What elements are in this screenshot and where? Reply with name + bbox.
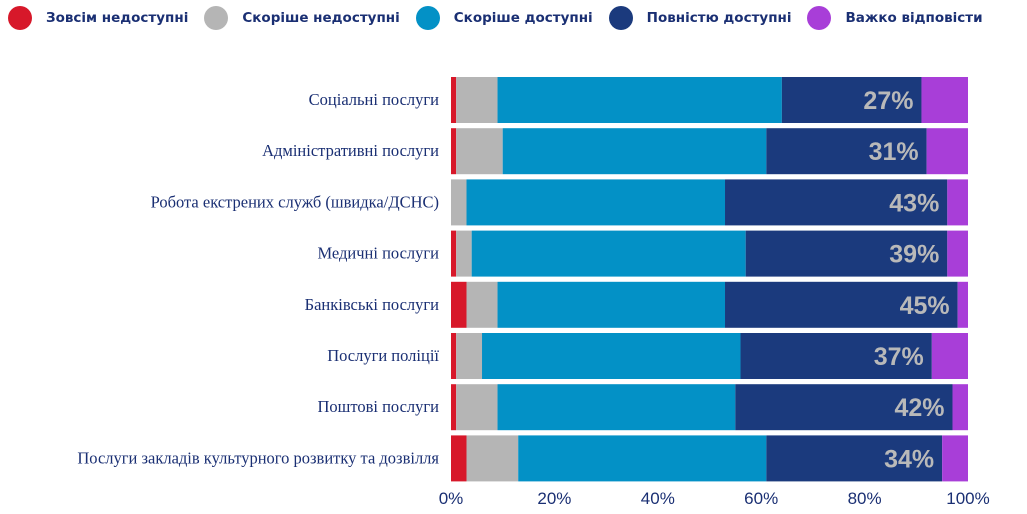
legend-item-not-accessible: Зовсім недоступні bbox=[8, 6, 188, 30]
bar-segment bbox=[781, 77, 922, 123]
bar-segment bbox=[745, 230, 948, 277]
legend-label-not-accessible: Зовсім недоступні bbox=[46, 10, 189, 26]
legend-label-rather-not-accessible: Скоріше недоступні bbox=[242, 10, 400, 26]
x-tick-label: 0% bbox=[439, 489, 464, 508]
category-label: Адміністративні послуги bbox=[262, 141, 439, 160]
category-label: Послуги закладів культурного розвитку та… bbox=[77, 448, 439, 467]
bar-segment bbox=[766, 435, 943, 482]
legend-swatch-rather-not-accessible bbox=[204, 6, 229, 30]
bar-segment bbox=[456, 128, 503, 175]
bar-segment bbox=[766, 128, 927, 175]
bar-segment bbox=[466, 179, 726, 226]
x-tick-label: 40% bbox=[641, 489, 675, 508]
bar-segment bbox=[957, 281, 968, 328]
bar-segment bbox=[518, 435, 767, 482]
bar-segment bbox=[725, 179, 948, 226]
bar-segment bbox=[451, 77, 457, 123]
legend-item-rather-accessible: Скоріше доступні bbox=[415, 6, 593, 30]
legend-label-hard-to-answer: Важко відповісти bbox=[845, 10, 983, 26]
bar-segment bbox=[456, 230, 472, 277]
bar-segment bbox=[456, 77, 498, 123]
legend-item-fully-accessible: Повністю доступні bbox=[608, 6, 792, 30]
legend-label-rather-accessible: Скоріше доступні bbox=[453, 10, 593, 26]
bar-segment bbox=[466, 281, 498, 328]
legend-swatch-hard-to-answer bbox=[807, 6, 832, 30]
data-label: 34% bbox=[884, 445, 934, 473]
data-label: 42% bbox=[894, 394, 944, 422]
x-tick-label: 80% bbox=[848, 489, 882, 508]
bar-segment bbox=[725, 281, 958, 328]
category-label: Поштові послуги bbox=[317, 397, 439, 416]
bar-segment bbox=[735, 384, 953, 431]
legend-item-rather-not-accessible: Скоріше недоступні bbox=[204, 6, 400, 30]
bar-segment bbox=[482, 333, 741, 379]
bar-segment bbox=[947, 230, 968, 277]
x-tick-label: 60% bbox=[744, 489, 778, 508]
bar-segment bbox=[451, 230, 457, 277]
category-label: Послуги поліції bbox=[327, 346, 439, 365]
data-label: 45% bbox=[900, 292, 950, 320]
data-label: 27% bbox=[863, 87, 913, 115]
bar-segment bbox=[451, 179, 467, 226]
bar-segment bbox=[931, 333, 968, 379]
bar-segment bbox=[456, 333, 483, 379]
legend-swatch-not-accessible bbox=[8, 6, 32, 30]
bar-segment bbox=[921, 77, 968, 123]
data-label: 37% bbox=[874, 343, 924, 371]
legend-label-fully-accessible: Повністю доступні bbox=[646, 10, 792, 26]
bar-segment bbox=[926, 128, 968, 175]
category-label: Робота екстрених служб (швидка/ДСНС) bbox=[151, 192, 439, 211]
bar-segment bbox=[456, 384, 498, 431]
bar-segment bbox=[451, 435, 467, 482]
category-label: Соціальні послуги bbox=[309, 90, 440, 109]
bar-segment bbox=[471, 230, 746, 277]
x-tick-label: 100% bbox=[946, 489, 989, 508]
bar-segment bbox=[502, 128, 767, 175]
bar-segment bbox=[947, 179, 968, 226]
legend-swatch-fully-accessible bbox=[608, 6, 633, 30]
bar-segment bbox=[497, 384, 736, 431]
data-label: 31% bbox=[869, 138, 919, 166]
data-label: 43% bbox=[889, 189, 939, 217]
bar-segment bbox=[497, 281, 726, 328]
bar-segment bbox=[942, 435, 968, 482]
category-label: Медичні послуги bbox=[317, 244, 439, 263]
legend: Зовсім недоступні Скоріше недоступні Ско… bbox=[8, 6, 999, 30]
legend-swatch-rather-accessible bbox=[415, 6, 440, 30]
category-label: Банківські послуги bbox=[305, 295, 440, 314]
bar-segment bbox=[740, 333, 932, 379]
bar-segment bbox=[451, 333, 457, 379]
bar-segment bbox=[451, 128, 457, 175]
bar-segment bbox=[497, 77, 782, 123]
bar-segment bbox=[451, 281, 467, 328]
legend-item-hard-to-answer: Важко відповісти bbox=[807, 6, 983, 30]
data-label: 39% bbox=[889, 241, 939, 269]
bar-segment bbox=[466, 435, 519, 482]
bar-segment bbox=[952, 384, 968, 431]
bar-segment bbox=[451, 384, 457, 431]
x-tick-label: 20% bbox=[537, 489, 571, 508]
